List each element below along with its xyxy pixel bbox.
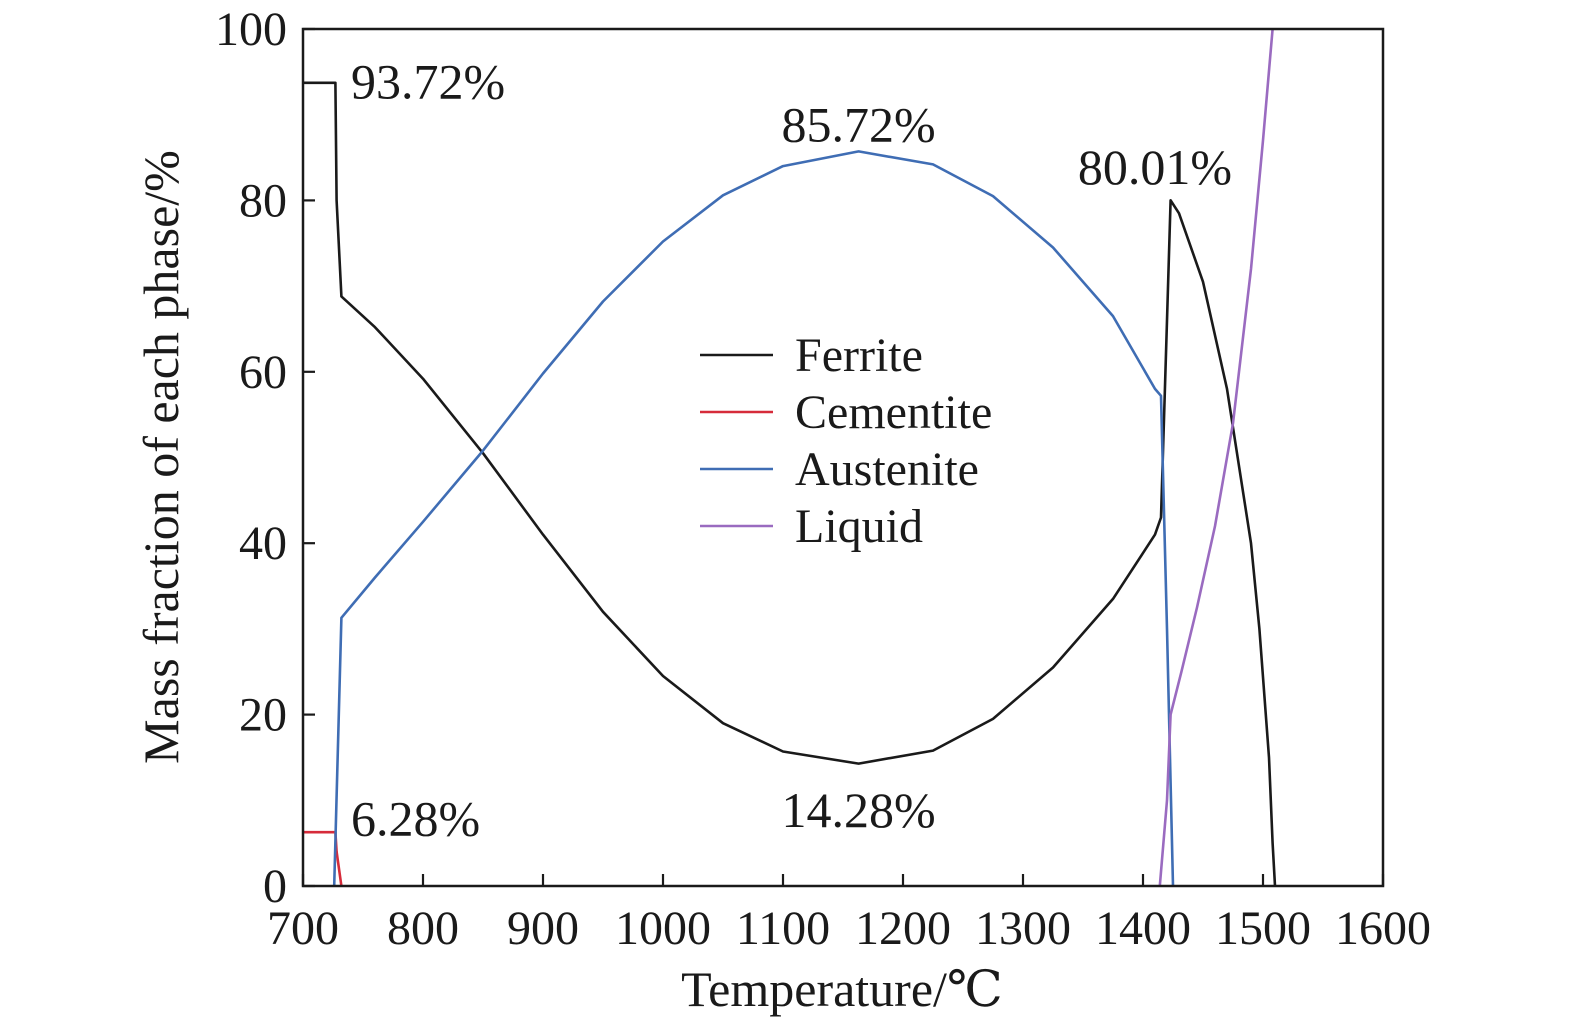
legend-label-cementite: Cementite [795, 386, 992, 439]
x-tick-label: 1100 [736, 902, 830, 955]
x-tick-label: 1400 [1095, 902, 1191, 955]
x-tick-label: 700 [267, 902, 339, 955]
x-tick-label: 1500 [1215, 902, 1311, 955]
data-annotation: 14.28% [782, 782, 936, 838]
y-tick-label: 100 [215, 3, 287, 56]
legend-label-ferrite: Ferrite [795, 329, 923, 382]
data-annotation: 85.72% [782, 96, 936, 152]
y-tick-label: 20 [239, 689, 287, 742]
legend-label-austenite: Austenite [795, 443, 979, 496]
x-tick-label: 1200 [855, 902, 951, 955]
y-tick-label: 80 [239, 174, 287, 227]
x-tick-label: 1000 [615, 902, 711, 955]
y-tick-label: 40 [239, 517, 287, 570]
data-annotation: 80.01% [1078, 139, 1232, 195]
series-line-liquid [1158, 28, 1274, 887]
data-annotation: 93.72% [351, 53, 505, 109]
series-line-ferrite [303, 81, 1277, 887]
legend-label-liquid: Liquid [795, 500, 923, 553]
data-annotation: 6.28% [351, 790, 480, 846]
plot-frame [301, 27, 1385, 888]
y-axis-title: Mass fraction of each phase/% [133, 150, 189, 764]
x-tick-label: 800 [387, 902, 459, 955]
x-tick-label: 1600 [1335, 902, 1431, 955]
x-tick-label: 900 [507, 902, 579, 955]
y-tick-label: 0 [263, 860, 287, 913]
x-tick-label: 1300 [975, 902, 1071, 955]
y-tick-label: 60 [239, 346, 287, 399]
x-axis-title: Temperature/℃ [681, 961, 1003, 1017]
series-line-austenite [332, 150, 1175, 887]
